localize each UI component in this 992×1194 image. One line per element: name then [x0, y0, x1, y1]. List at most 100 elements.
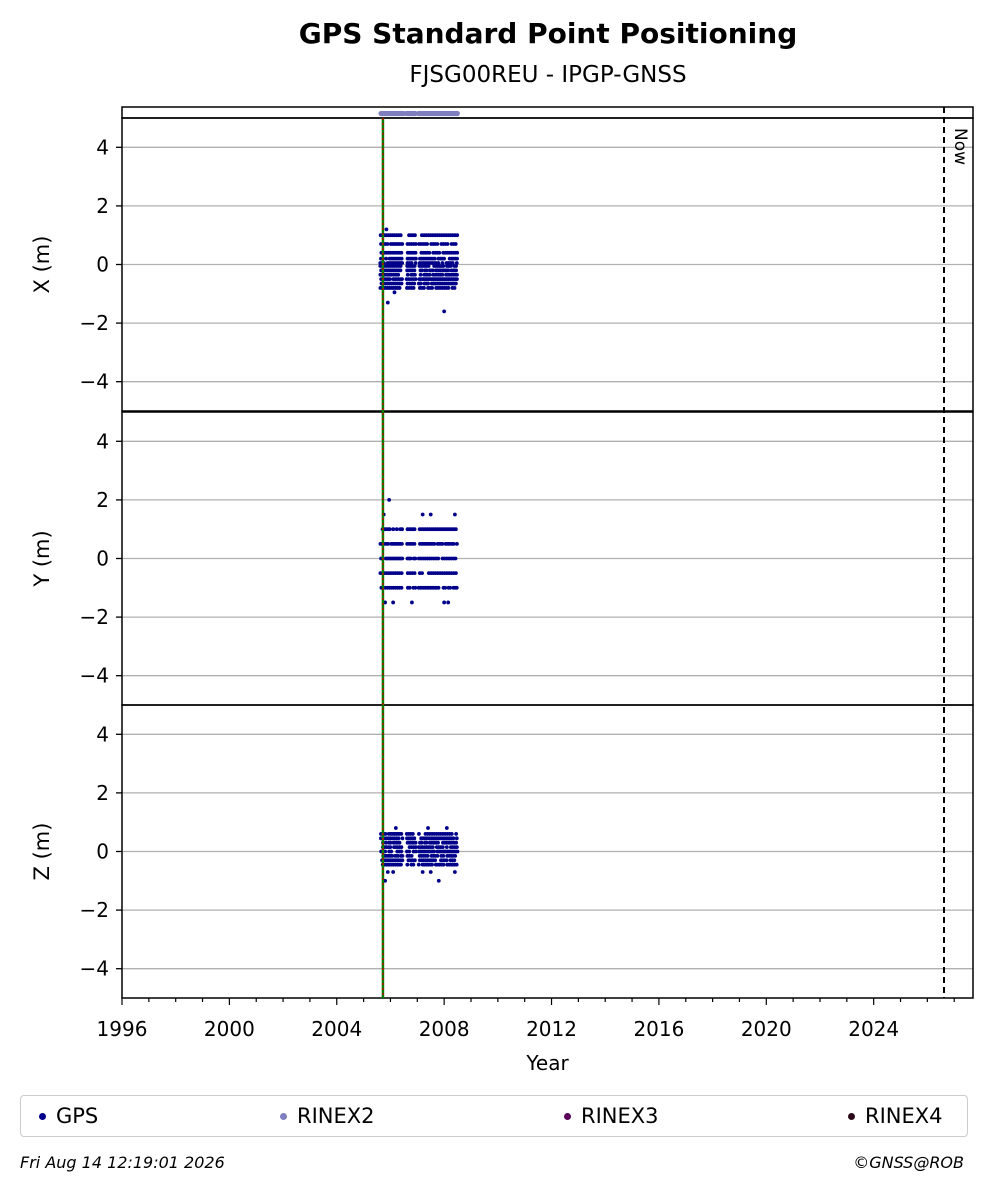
gps-point	[432, 849, 436, 854]
gps-point	[396, 853, 400, 858]
legend-label-rinex2: RINEX2	[297, 1104, 375, 1128]
y-tick-label: 2	[96, 488, 109, 512]
gps-point	[383, 832, 388, 836]
gps-outlier-point	[436, 878, 441, 883]
legend-item-rinex2: RINEX2	[280, 1104, 375, 1128]
gps-point	[399, 832, 404, 836]
gps-point	[400, 541, 404, 546]
gps-point	[412, 836, 417, 841]
gps-point	[387, 527, 392, 532]
gps-point	[390, 853, 394, 858]
gps-outlier-point	[410, 600, 414, 605]
gps-point	[436, 840, 440, 845]
gps-outlier-point	[420, 512, 425, 517]
gps-point	[427, 272, 432, 277]
gps-point	[435, 853, 440, 858]
gps-point	[383, 849, 388, 854]
gps-point	[433, 858, 438, 863]
gps-point	[418, 272, 423, 277]
copyright: ©GNSS@ROB	[853, 1153, 964, 1172]
gps-point	[426, 264, 431, 268]
y-tick-label: −2	[80, 605, 109, 629]
gps-outlier-point	[387, 498, 392, 502]
gps-point	[453, 242, 458, 246]
gps-point	[424, 840, 429, 845]
y-tick-label: 0	[96, 547, 109, 571]
gps-point	[455, 849, 460, 854]
x-tick-label: 2012	[526, 1017, 577, 1041]
gps-outlier-point	[426, 826, 430, 830]
y-tick-label: −4	[80, 664, 109, 688]
legend: GPS RINEX2 RINEX3 RINEX4	[20, 1095, 968, 1137]
gps-outlier-point	[385, 300, 390, 305]
gps-outlier-point	[391, 870, 396, 874]
gps-point	[399, 250, 404, 255]
y-tick-label: 4	[96, 722, 109, 746]
gps-point	[412, 541, 417, 546]
gps-point	[414, 256, 418, 261]
gps-point	[412, 281, 417, 286]
y-tick-label: 2	[96, 194, 109, 218]
gps-outlier-point	[428, 512, 433, 517]
gps-point	[399, 862, 403, 867]
gps-point	[453, 281, 458, 286]
gps-point	[410, 832, 415, 836]
legend-label-rinex3: RINEX3	[581, 1104, 659, 1128]
gps-point	[455, 541, 459, 546]
gps-outlier-point	[446, 600, 451, 605]
legend-dot-rinex2	[280, 1112, 287, 1120]
gps-point	[413, 261, 418, 265]
gps-point	[430, 286, 435, 290]
gps-point	[454, 264, 458, 268]
gps-point	[445, 242, 450, 246]
gps-point	[454, 261, 459, 265]
y-tick-label: 0	[96, 253, 109, 277]
timestamp: Fri Aug 14 12:19:01 2026	[20, 1153, 225, 1172]
gps-point	[412, 571, 417, 576]
gps-point	[441, 853, 446, 858]
gps-point	[440, 845, 445, 850]
gps-point	[430, 862, 434, 867]
gps-point	[400, 836, 405, 841]
gps-point	[398, 268, 403, 273]
gps-point	[407, 849, 412, 854]
gps-outlier-point	[442, 309, 447, 314]
y-axis-label: Z (m)	[30, 823, 54, 881]
gps-point	[427, 250, 432, 255]
gps-point	[400, 277, 404, 282]
gps-point	[399, 571, 404, 576]
gps-point	[411, 862, 416, 867]
gps-point	[409, 853, 414, 858]
gps-outlier-point	[452, 512, 457, 517]
gps-outlier-point	[385, 870, 390, 874]
gps-point	[455, 233, 460, 238]
gps-point	[452, 858, 457, 863]
gps-point	[386, 541, 391, 546]
gps-point	[413, 272, 417, 277]
y-tick-label: −2	[80, 898, 109, 922]
y-tick-label: 4	[96, 135, 109, 159]
legend-label-gps: GPS	[56, 1104, 99, 1128]
gps-point	[454, 832, 459, 836]
y-tick-label: −2	[80, 311, 109, 335]
gps-point	[399, 849, 404, 854]
gps-outlier-point	[452, 870, 457, 874]
gps-point	[385, 242, 390, 246]
gps-point	[440, 541, 445, 546]
x-tick-label: 2008	[419, 1017, 470, 1041]
gps-point	[413, 556, 418, 561]
gps-point	[387, 277, 392, 282]
gps-point	[399, 281, 404, 286]
gps-outlier-point	[384, 227, 389, 232]
gps-point	[441, 264, 446, 268]
gps-point	[441, 862, 446, 867]
gps-point	[407, 585, 412, 590]
gps-point	[384, 840, 388, 845]
gps-point	[411, 286, 416, 290]
gps-point	[400, 556, 405, 561]
x-tick-label: 2024	[848, 1017, 899, 1041]
gps-point	[448, 264, 453, 268]
gps-point	[413, 858, 417, 863]
gps-point	[424, 268, 429, 273]
gps-point	[399, 845, 404, 850]
